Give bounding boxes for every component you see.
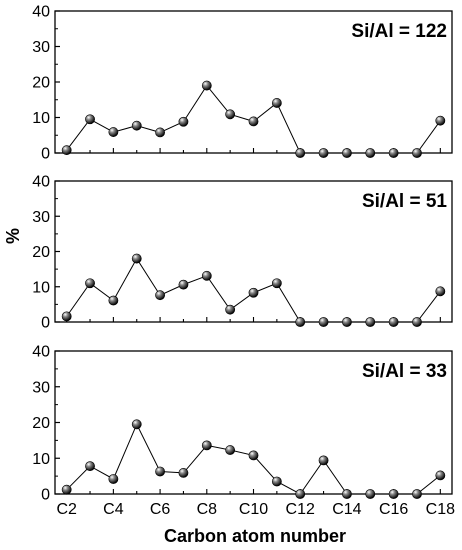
panel-1: 0 10 20 30 40 Si/Al = 122: [32, 4, 453, 163]
y-tick-label: 20: [32, 75, 50, 92]
data-point: [388, 148, 399, 158]
data-point: [412, 317, 422, 327]
x-tick-label: C4: [103, 501, 124, 518]
data-point: [108, 127, 119, 137]
data-point: [225, 304, 236, 315]
y-tick-label: 0: [41, 487, 50, 504]
data-point: [85, 461, 95, 472]
data-point: [225, 445, 236, 455]
data-point: [435, 286, 446, 297]
panel-label: Si/Al = 33: [362, 361, 447, 382]
x-tick-label: C6: [150, 501, 171, 518]
data-point: [271, 278, 282, 289]
data-point: [388, 489, 399, 499]
data-point: [318, 317, 329, 327]
y-tick-label: 10: [32, 279, 50, 296]
data-point: [61, 311, 72, 322]
data-point: [248, 116, 259, 127]
y-tick-label: 40: [32, 174, 50, 191]
y-tick-label: 20: [32, 415, 50, 432]
data-point: [271, 476, 282, 487]
data-point: [295, 489, 306, 499]
y-tick-label: 10: [32, 451, 50, 468]
data-point: [435, 470, 446, 481]
data-point: [412, 148, 422, 158]
data-point: [342, 148, 352, 158]
y-tick-label: 20: [32, 244, 50, 261]
data-point: [178, 468, 189, 478]
y-tick-label: 0: [41, 146, 50, 163]
data-point: [295, 317, 306, 327]
panel-label: Si/Al = 122: [351, 21, 447, 42]
panel-label: Si/Al = 51: [362, 191, 447, 212]
data-point: [295, 148, 306, 158]
y-tick-label: 30: [32, 39, 50, 56]
x-tick-label: C14: [332, 501, 361, 518]
x-tick-label: C8: [197, 501, 218, 518]
data-point: [342, 317, 352, 327]
y-tick-label: 40: [32, 4, 50, 21]
data-point: [388, 317, 399, 327]
data-point: [271, 98, 282, 108]
data-point: [412, 489, 422, 499]
data-point: [61, 145, 72, 156]
data-point: [85, 114, 95, 125]
data-point: [155, 290, 165, 301]
x-tick-label: C10: [239, 501, 268, 518]
data-point: [318, 148, 329, 158]
x-tick-label: C12: [286, 501, 315, 518]
y-tick-label: 40: [32, 344, 50, 361]
data-point: [85, 278, 95, 289]
x-tick-label: C2: [56, 501, 77, 518]
data-point: [248, 287, 259, 298]
panel-2: 0 10 20 30 40 Si/Al = 51: [32, 174, 453, 332]
y-axis-title: %: [3, 228, 23, 244]
data-point: [155, 466, 165, 477]
data-point: [342, 489, 352, 499]
x-tick-label: C18: [426, 501, 455, 518]
y-tick-label: 30: [32, 379, 50, 396]
data-point: [435, 115, 446, 126]
data-point: [178, 116, 189, 127]
data-point: [201, 80, 212, 91]
y-tick-label: 10: [32, 110, 50, 127]
x-axis-title: Carbon atom number: [164, 526, 346, 546]
data-point: [225, 109, 236, 120]
data-point: [155, 127, 165, 138]
data-point: [131, 253, 142, 264]
data-point: [318, 455, 329, 466]
data-point: [201, 270, 212, 281]
data-point: [131, 419, 142, 430]
data-point: [365, 317, 376, 327]
y-tick-label: 30: [32, 209, 50, 226]
data-point: [108, 474, 119, 484]
y-tick-label: 0: [41, 315, 50, 332]
x-tick-label: C16: [379, 501, 408, 518]
data-point: [248, 450, 259, 461]
data-point: [365, 148, 376, 158]
data-point: [201, 440, 212, 451]
data-point: [131, 120, 142, 131]
data-point: [108, 295, 119, 306]
data-point: [365, 489, 376, 499]
panel-3: 0 10 20 30 40 C2 C4 C6 C8 C10 C12 C14 C16 C18 Si/Al = …: [32, 344, 455, 519]
data-point: [178, 279, 189, 290]
data-point: [61, 484, 72, 495]
